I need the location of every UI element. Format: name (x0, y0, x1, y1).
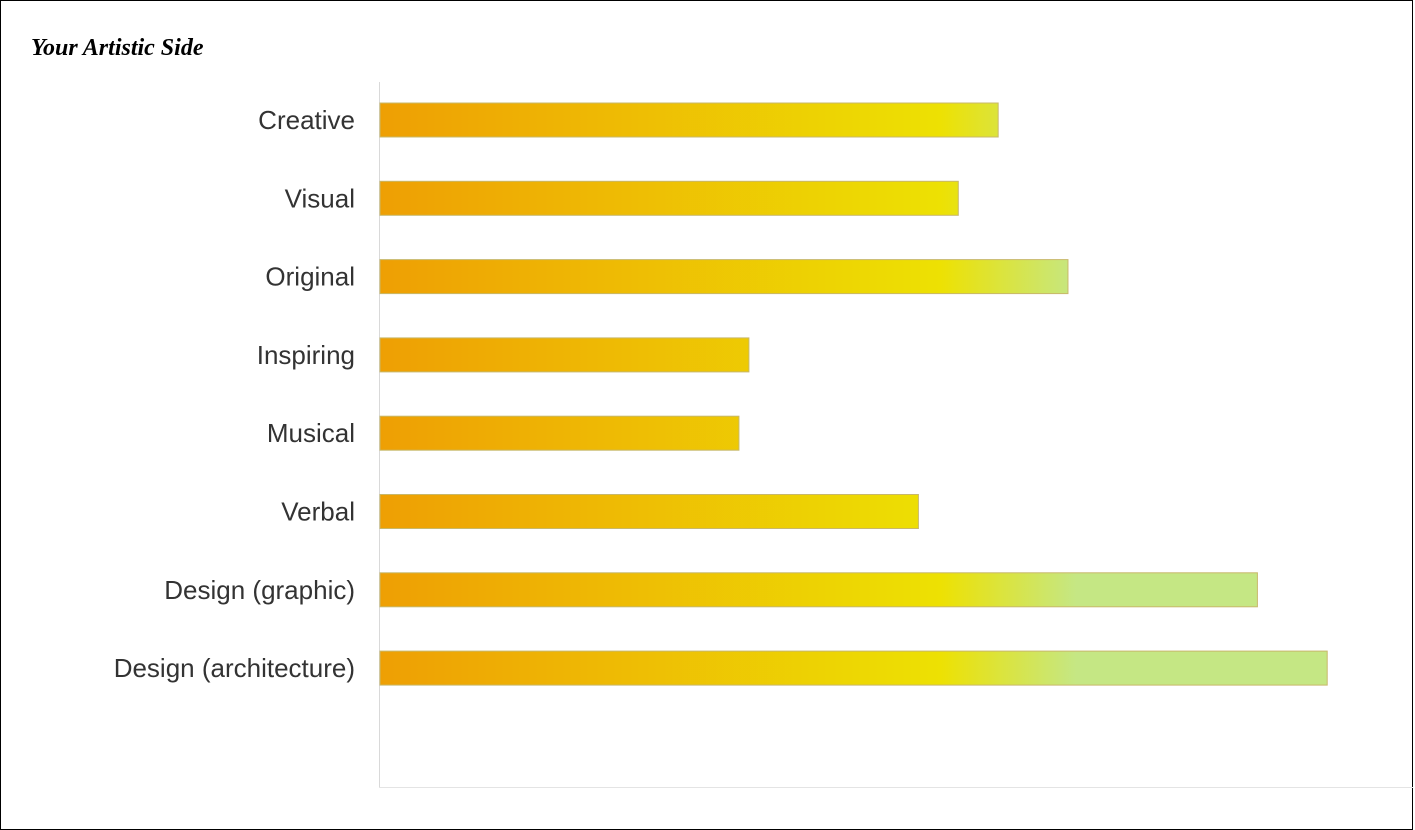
bars-group (379, 102, 1328, 686)
category-label: Design (architecture) (114, 653, 355, 683)
category-label: Visual (285, 183, 355, 213)
bar-design-graphic (379, 572, 1258, 608)
category-label: Creative (258, 105, 355, 135)
category-label: Inspiring (257, 340, 355, 370)
bar-musical (379, 415, 740, 451)
chart-title: Your Artistic Side (31, 35, 204, 61)
bar-verbal (379, 494, 919, 529)
category-label: Original (265, 262, 355, 292)
category-label: Design (graphic) (164, 575, 355, 605)
bar-inspiring (379, 337, 750, 373)
bar-creative (379, 102, 999, 138)
category-label: Verbal (281, 497, 355, 527)
bar-design-architecture (379, 650, 1328, 686)
category-labels-group: Creative Visual Original Inspiring Musical Ve… (114, 105, 355, 683)
bar-original (379, 259, 1069, 295)
bar-visual (379, 180, 959, 216)
category-label: Musical (267, 418, 355, 448)
